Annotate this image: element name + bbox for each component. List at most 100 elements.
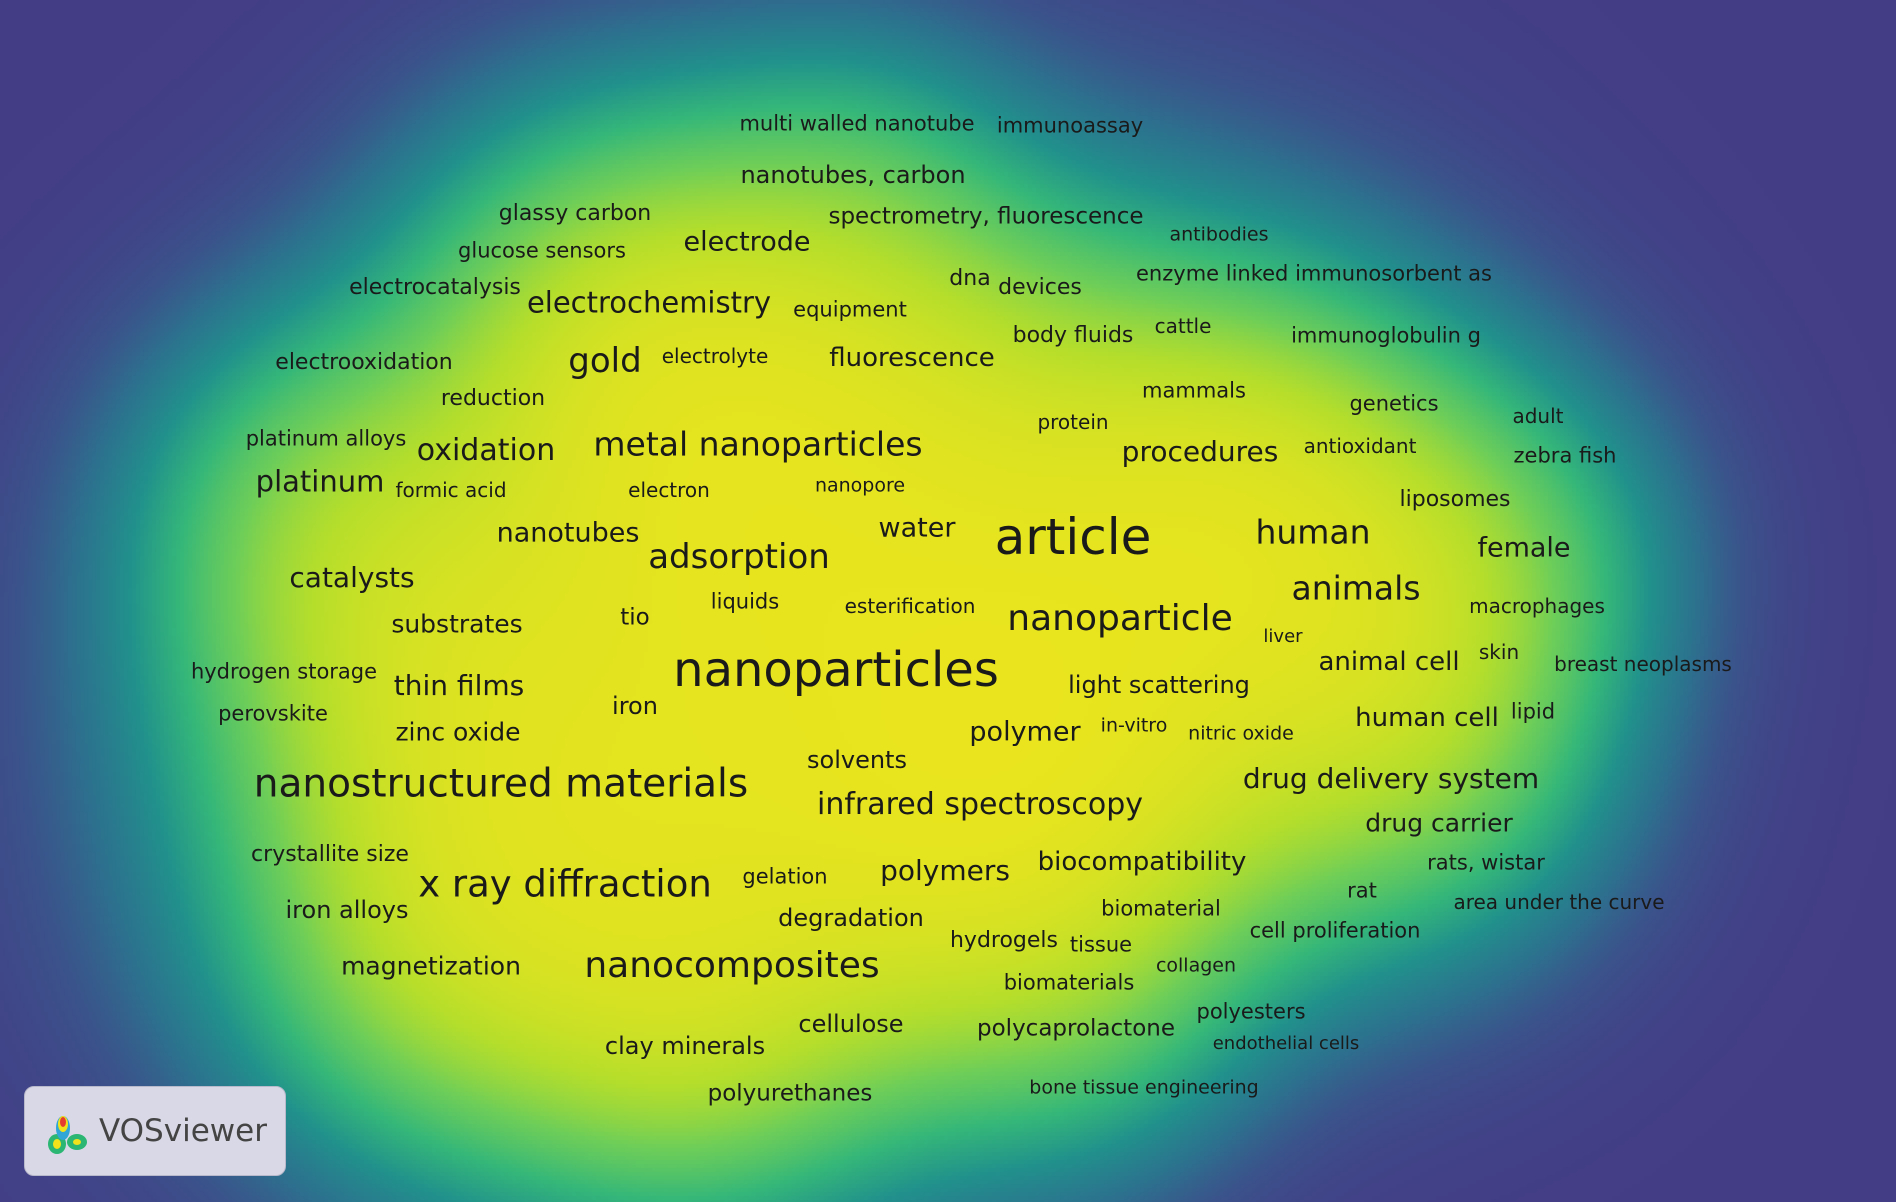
keyword-label[interactable]: genetics [1349,391,1439,416]
keyword-label[interactable]: animals [1291,568,1421,608]
keyword-label[interactable]: iron alloys [285,896,409,924]
keyword-label[interactable]: drug carrier [1365,808,1513,838]
keyword-label[interactable]: nanoparticle [1007,598,1233,639]
keyword-label[interactable]: endothelial cells [1212,1033,1360,1054]
keyword-label[interactable]: hydrogels [949,928,1059,953]
keyword-label[interactable]: tissue [1069,932,1133,957]
keyword-label[interactable]: devices [998,275,1082,300]
keyword-label[interactable]: clay minerals [604,1032,766,1060]
keyword-label[interactable]: drug delivery system [1242,762,1540,795]
keyword-label[interactable]: thin films [393,669,525,702]
keyword-label[interactable]: collagen [1155,954,1237,977]
keyword-label[interactable]: light scattering [1068,671,1250,699]
keyword-label[interactable]: biomaterial [1101,896,1221,921]
keyword-label[interactable]: cell proliferation [1249,918,1421,943]
keyword-label[interactable]: gold [568,341,642,381]
keyword-label[interactable]: article [994,508,1152,566]
keyword-label[interactable]: x ray diffraction [418,862,712,906]
keyword-label[interactable]: magnetization [341,951,521,981]
keyword-label[interactable]: macrophages [1469,594,1605,618]
keyword-label[interactable]: electron [628,478,710,502]
keyword-label[interactable]: esterification [844,594,976,618]
keyword-label[interactable]: cattle [1154,314,1212,338]
keyword-label[interactable]: fluorescence [829,343,995,373]
keyword-label[interactable]: antibodies [1169,223,1269,246]
keyword-label[interactable]: nanotubes, carbon [740,161,966,189]
keyword-label[interactable]: cellulose [798,1010,904,1038]
keyword-label[interactable]: electrochemistry [526,285,772,320]
keyword-label[interactable]: degradation [778,904,924,932]
keyword-label[interactable]: glassy carbon [498,201,652,226]
keyword-label[interactable]: catalysts [289,561,415,594]
keyword-label[interactable]: liposomes [1399,487,1511,512]
keyword-label[interactable]: metal nanoparticles [593,424,923,464]
vosviewer-logo-button[interactable]: VOSviewer [24,1086,286,1176]
keyword-label[interactable]: female [1477,532,1571,564]
keyword-label[interactable]: polycaprolactone [977,1015,1175,1042]
keyword-label[interactable]: bone tissue engineering [1029,1076,1259,1099]
keyword-label[interactable]: biocompatibility [1037,847,1247,877]
keyword-label[interactable]: immunoglobulin g [1291,323,1481,348]
keyword-label[interactable]: enzyme linked immunosorbent as [1136,261,1492,286]
keyword-label[interactable]: crystallite size [251,842,409,867]
keyword-label[interactable]: protein [1037,410,1109,434]
keyword-label[interactable]: reduction [440,386,546,411]
keyword-label[interactable]: hydrogen storage [190,659,378,684]
keyword-label[interactable]: spectrometry, fluorescence [828,203,1144,230]
keyword-label[interactable]: skin [1478,640,1520,664]
keyword-label[interactable]: electrooxidation [275,350,453,375]
keyword-label[interactable]: mammals [1142,378,1246,403]
keyword-label[interactable]: perovskite [218,701,328,726]
keyword-label[interactable]: lipid [1510,699,1556,724]
keyword-label[interactable]: tio [620,604,650,631]
keyword-label[interactable]: human [1255,512,1371,552]
keyword-label[interactable]: multi walled nanotube [739,111,975,136]
keyword-label[interactable]: iron [612,692,658,720]
keyword-label[interactable]: equipment [793,297,907,322]
keyword-label[interactable]: body fluids [1012,323,1134,348]
keyword-label[interactable]: electrocatalysis [349,275,521,300]
keyword-label[interactable]: polyurethanes [707,1080,873,1107]
keyword-label[interactable]: polymers [880,854,1010,887]
keyword-label[interactable]: liver [1263,626,1303,647]
keyword-label[interactable]: immunoassay [996,113,1144,138]
keyword-label[interactable]: glucose sensors [458,238,626,263]
keyword-label[interactable]: solvents [807,746,907,774]
keyword-label[interactable]: infrared spectroscopy [816,787,1144,822]
keyword-label[interactable]: formic acid [395,478,507,502]
keyword-label[interactable]: gelation [742,864,828,889]
keyword-label[interactable]: zinc oxide [395,717,521,747]
keyword-label[interactable]: oxidation [416,433,556,468]
keyword-label[interactable]: area under the curve [1453,890,1665,914]
keyword-label[interactable]: biomaterials [1003,970,1135,995]
keyword-label[interactable]: platinum alloys [245,426,407,451]
keyword-label[interactable]: liquids [710,589,780,614]
keyword-label[interactable]: polymer [969,716,1081,748]
keyword-label[interactable]: nitric oxide [1188,722,1294,745]
keyword-label[interactable]: electrode [683,226,811,258]
keyword-label[interactable]: zebra fish [1513,443,1617,468]
keyword-label[interactable]: adult [1512,404,1564,428]
keyword-label[interactable]: procedures [1121,435,1279,468]
keyword-label[interactable]: nanoparticles [673,642,999,698]
keyword-label[interactable]: nanopore [814,474,906,497]
keyword-label[interactable]: adsorption [648,537,830,577]
keyword-label[interactable]: animal cell [1318,647,1460,677]
keyword-label[interactable]: nanotubes [496,517,640,549]
vosviewer-logo-icon [48,1116,87,1154]
keyword-label[interactable]: electrolyte [661,344,769,368]
keyword-label[interactable]: dna [949,266,991,291]
keyword-label[interactable]: breast neoplasms [1554,652,1732,676]
keyword-label[interactable]: water [878,512,956,544]
keyword-label[interactable]: polyesters [1196,999,1306,1024]
keyword-label[interactable]: nanocomposites [584,945,880,986]
keyword-label[interactable]: in-vitro [1100,714,1168,737]
keyword-label[interactable]: nanostructured materials [253,761,749,807]
keyword-label[interactable]: human cell [1355,703,1499,733]
keyword-label[interactable]: substrates [391,609,523,639]
keyword-label[interactable]: platinum [255,464,385,499]
keyword-label[interactable]: antioxidant [1303,434,1417,458]
keyword-label[interactable]: rats, wistar [1427,850,1545,875]
keyword-label[interactable]: rat [1347,878,1377,903]
